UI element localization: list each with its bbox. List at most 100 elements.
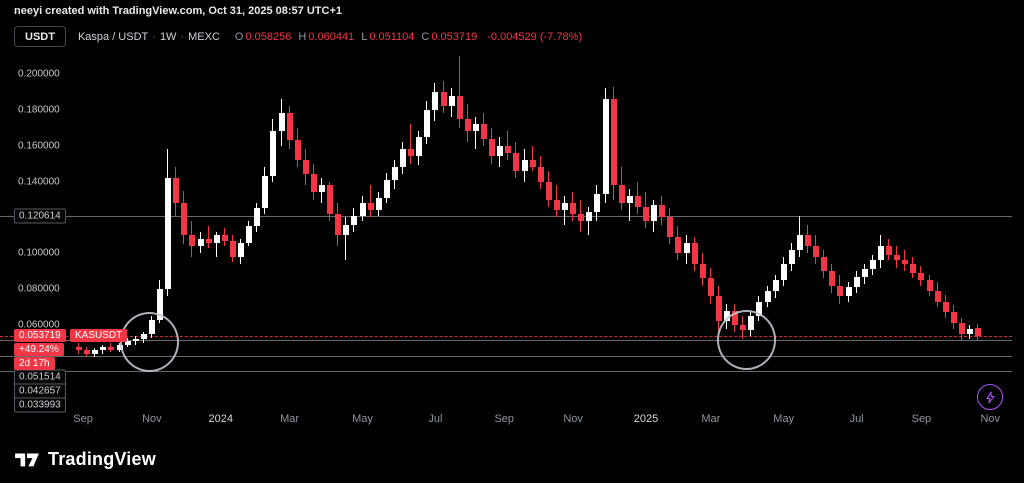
candle-body — [902, 260, 909, 265]
symbol-legend[interactable]: Kaspa / USDT · 1W · MEXC O 0.058256 H 0.… — [78, 31, 582, 43]
candle-body — [869, 260, 876, 270]
tradingview-logo-icon — [14, 448, 40, 470]
candle-body — [707, 278, 714, 297]
horizontal-level-line[interactable] — [0, 355, 1012, 357]
candle-body — [238, 242, 244, 257]
candle-body — [335, 213, 342, 236]
circle-annotation[interactable] — [717, 310, 777, 370]
horizontal-level-line[interactable] — [0, 339, 1012, 341]
candle-wick — [345, 217, 347, 261]
candle-body — [715, 296, 722, 322]
candle-body — [165, 177, 172, 290]
candle-body — [659, 204, 666, 218]
candle-body — [594, 194, 601, 213]
candle-body — [262, 176, 269, 209]
candle-body — [578, 213, 585, 222]
candle-body — [310, 174, 317, 193]
legend-row: USDT Kaspa / USDT · 1W · MEXC O 0.058256… — [14, 26, 582, 47]
price-line-countdown-label: 2d 17h — [14, 357, 55, 371]
lightning-boost-button[interactable] — [977, 384, 1003, 410]
candle-body — [667, 217, 674, 238]
high-value: 0.060441 — [308, 30, 355, 43]
price-tick-label: 0.060000 — [18, 319, 60, 331]
time-tick-label: May — [773, 413, 795, 425]
candle-wick — [588, 206, 590, 236]
candle-body — [537, 167, 544, 182]
open-label: O — [234, 30, 244, 43]
time-tick-label: Nov — [980, 413, 1001, 425]
candle-body — [327, 185, 334, 214]
candle-body — [764, 290, 771, 302]
currency-toggle-button[interactable]: USDT — [14, 26, 66, 47]
horizontal-level-line[interactable] — [0, 215, 1012, 217]
exchange-label: MEXC — [188, 30, 220, 43]
candle-body — [553, 199, 560, 211]
low-label: L — [361, 30, 368, 43]
lightning-icon — [984, 391, 997, 404]
change-value: -0.004529 (-7.78%) — [487, 30, 583, 43]
time-tick-label: May — [352, 413, 373, 425]
candle-body — [918, 273, 925, 281]
candle-body — [586, 212, 593, 221]
candle-body — [967, 328, 973, 334]
candle-body — [254, 208, 261, 227]
candle-body — [675, 237, 682, 254]
candle-body — [375, 197, 382, 211]
time-tick-label: Sep — [494, 413, 515, 425]
candle-body — [886, 246, 892, 256]
candle-body — [92, 350, 99, 354]
candle-body — [894, 255, 901, 261]
price-tick-label: 0.180000 — [18, 104, 60, 116]
candle-wick — [410, 124, 412, 164]
candle-body — [513, 152, 520, 171]
candle-body — [108, 346, 115, 351]
candle-wick — [628, 188, 630, 222]
candle-body — [837, 285, 844, 297]
candle-wick — [904, 249, 906, 272]
candle-body — [497, 145, 504, 157]
candle-body — [788, 249, 795, 265]
candle-body — [618, 185, 625, 204]
time-tick-label: Nov — [142, 413, 162, 425]
symbol-name[interactable]: Kaspa / USDT — [77, 30, 149, 43]
time-tick-label: Jul — [849, 413, 864, 425]
candle-body — [408, 149, 415, 157]
time-tick-label: 2024 — [208, 413, 233, 425]
candle-body — [683, 242, 690, 254]
candle-body — [529, 160, 536, 168]
candle-body — [302, 160, 309, 175]
candle-wick — [531, 145, 533, 171]
candle-body — [926, 280, 933, 291]
candle-body — [562, 203, 568, 211]
legend-separator: · — [180, 30, 185, 43]
candle-body — [270, 131, 277, 177]
candle-body — [958, 323, 965, 334]
candle-wick — [564, 195, 565, 225]
interval-label[interactable]: 1W — [159, 30, 177, 43]
price-tick-label: 0.140000 — [18, 176, 60, 188]
candle-body — [181, 203, 188, 236]
candle-body — [691, 242, 698, 265]
candle-body — [229, 240, 236, 257]
candle-body — [383, 179, 390, 198]
candle-body — [853, 276, 860, 288]
horizontal-level-line[interactable] — [0, 371, 1012, 373]
candle-body — [634, 195, 641, 207]
candle-body — [699, 264, 706, 279]
tradingview-logo[interactable]: TradingView — [14, 448, 156, 470]
circle-annotation[interactable] — [120, 312, 180, 372]
candle-body — [796, 235, 803, 250]
candle-body — [416, 136, 423, 157]
candle-body — [877, 246, 884, 261]
candle-body — [861, 269, 868, 277]
candle-body — [464, 118, 471, 132]
candle-body — [221, 235, 228, 241]
candle-body — [934, 290, 941, 302]
time-tick-label: Sep — [911, 413, 932, 425]
time-tick-label: Mar — [280, 413, 300, 425]
candle-body — [319, 185, 325, 193]
candle-body — [76, 346, 82, 351]
ohlc-values: O 0.058256 H 0.060441 L 0.051104 C 0.053… — [230, 31, 477, 43]
